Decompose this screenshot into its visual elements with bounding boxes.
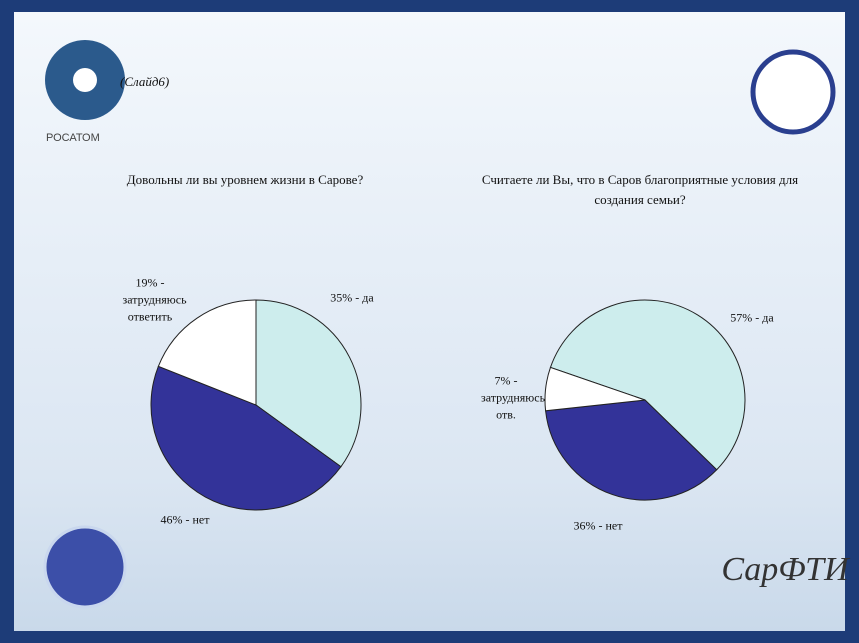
data-label: 57% - да [730, 310, 774, 325]
university-emblem [43, 525, 127, 609]
pie-slice [544, 366, 646, 412]
pie-slice [255, 299, 362, 468]
logo-text: РОСАТОМ [46, 132, 100, 144]
data-label: 46% - нет [160, 512, 210, 527]
city-emblem [750, 49, 836, 135]
rosatom-logo-core [73, 68, 97, 92]
data-label: 19% - затрудняюсь ответить [122, 275, 187, 324]
data-label: 35% - да [330, 290, 374, 305]
chart-title: Считаете ли Вы, что в Саров благоприятны… [481, 172, 799, 207]
slide-label: (Слайд6) [120, 74, 170, 89]
data-label: 7% - затрудняюсь отв. [481, 373, 546, 422]
pie-slice [549, 299, 746, 471]
pie-slice [545, 399, 718, 501]
sarfti-logo: СарФТИ [721, 551, 851, 588]
chart-title: Довольны ли вы уровнем жизни в Сарове? [126, 172, 364, 187]
data-label: 36% - нет [573, 518, 623, 533]
pie-slice [150, 365, 342, 511]
pie-slice [157, 299, 257, 406]
